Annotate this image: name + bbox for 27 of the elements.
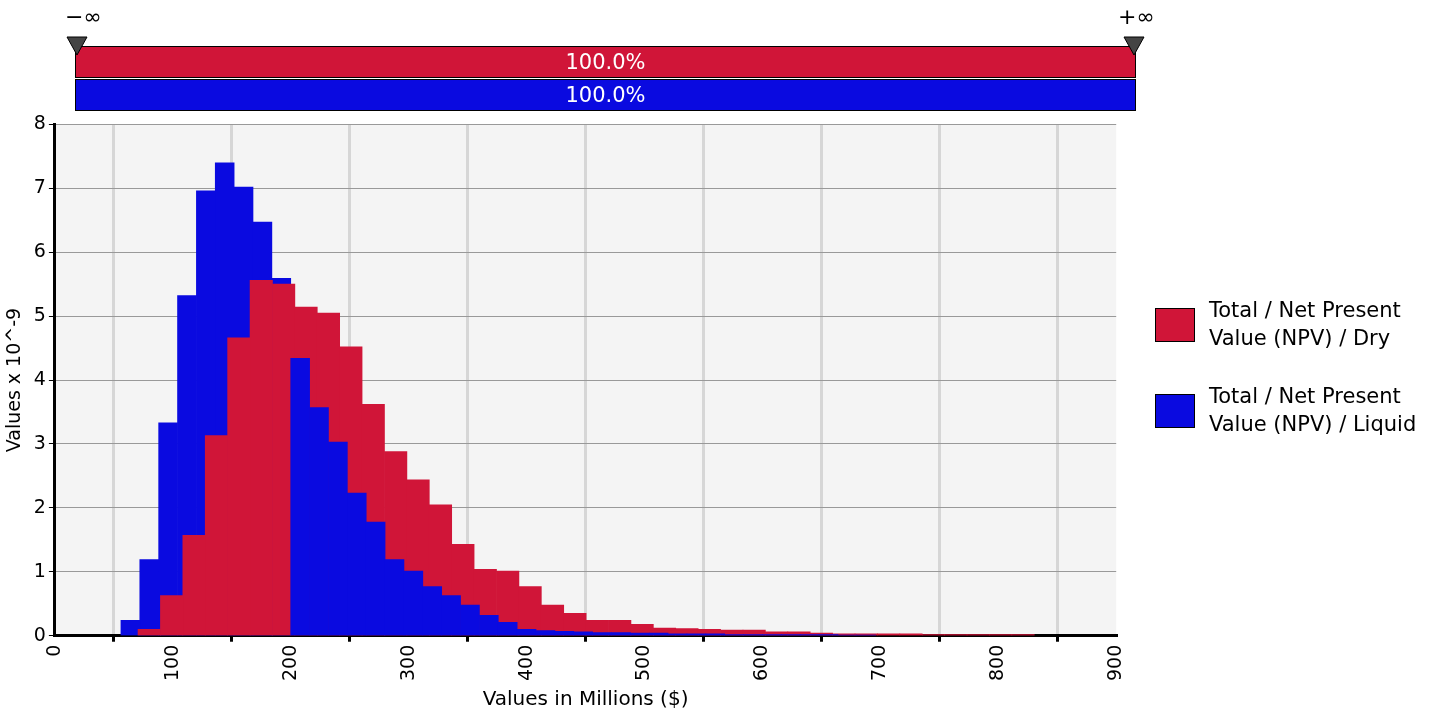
y-tick-label: 5 (33, 303, 46, 326)
y-tick-label: 2 (33, 494, 46, 517)
y-tick-label: 0 (33, 622, 46, 645)
legend-label: Total / Net Present Value (NPV) / Liquid (1209, 383, 1418, 438)
y-tick-label: 6 (33, 239, 46, 262)
text: +∞ (1118, 4, 1155, 29)
x-axis-title: Values in Millions ($) (482, 686, 689, 711)
x-tick-label: 100 (159, 644, 182, 681)
x-tick-label: 900 (1103, 644, 1126, 681)
y-tick-label: 8 (33, 111, 46, 134)
legend-label: Total / Net Present Value (NPV) / Dry (1209, 297, 1402, 352)
x-tick-label: 300 (395, 644, 418, 681)
y-tick-label: 1 (33, 558, 46, 581)
text: 100.0% (565, 83, 646, 107)
x-tick-label: 0 (41, 644, 64, 657)
text: −∞ (65, 4, 102, 29)
x-tick-label: 200 (277, 644, 300, 681)
text: 100.0% (565, 50, 646, 74)
x-tick-label: 600 (749, 644, 772, 681)
x-tick-label: 500 (631, 644, 654, 681)
x-tick-label: 700 (867, 644, 890, 681)
y-tick-label: 3 (33, 430, 46, 453)
y-axis-title: Values x 10^-9 (2, 307, 25, 453)
y-tick-label: 4 (33, 367, 46, 389)
y-tick-label: 7 (33, 175, 46, 198)
x-tick-label: 400 (513, 644, 536, 681)
x-tick-label: 800 (985, 644, 1008, 681)
